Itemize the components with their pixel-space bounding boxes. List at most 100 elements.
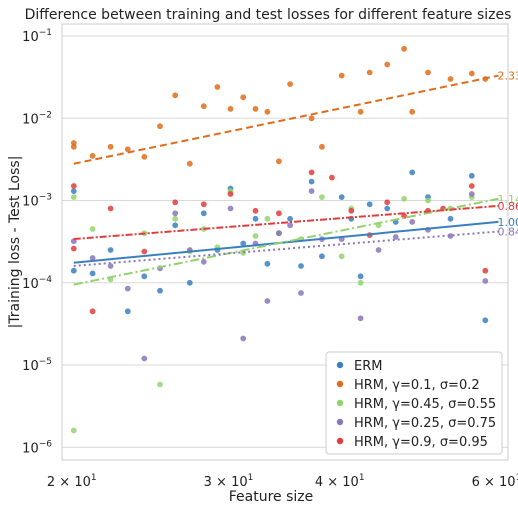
tick-exponent: −1: [39, 28, 52, 38]
fit-line: [73, 74, 499, 165]
data-point: [107, 247, 114, 253]
data-point: [468, 70, 475, 77]
data-point: [447, 76, 454, 82]
fit-line: [73, 204, 499, 241]
data-point: [186, 279, 193, 286]
legend-label: HRM, γ=0.9, σ=0.95: [354, 435, 488, 450]
y-tick-label: 10−1: [22, 28, 52, 45]
data-point: [240, 335, 247, 342]
data-point: [329, 174, 335, 181]
x-tick-label: 6 × 101: [472, 473, 518, 490]
data-point: [264, 298, 271, 304]
data-point: [89, 308, 96, 315]
data-point: [172, 215, 179, 222]
tick-base: 10: [22, 277, 39, 292]
data-point: [89, 152, 96, 159]
data-point: [357, 108, 364, 115]
data-point: [401, 45, 407, 52]
data-point: [124, 285, 131, 292]
legend-marker: [336, 380, 344, 388]
data-point: [338, 72, 345, 79]
tick-exponent: −4: [39, 275, 53, 285]
legend: ERM HRM, γ=0.1, σ=0.2 HRM, γ=0.45, σ=0.55 H…: [325, 351, 503, 455]
y-tick-label: 10−3: [22, 193, 52, 210]
data-point: [107, 263, 114, 269]
tick-base: 10: [22, 30, 39, 45]
data-point: [308, 169, 315, 176]
data-point: [264, 215, 271, 222]
legend-label: ERM: [354, 359, 382, 374]
fit-lines: [73, 74, 499, 286]
data-point: [172, 222, 179, 229]
data-point: [227, 205, 234, 212]
data-point: [200, 201, 207, 208]
data-points: [70, 45, 489, 434]
tick-base: 6 × 10: [472, 475, 516, 490]
legend-marker: [336, 399, 344, 407]
grid: [62, 35, 508, 448]
data-point: [240, 94, 247, 101]
data-point: [200, 210, 207, 217]
x-tick-label: 2 × 101: [47, 473, 97, 490]
data-point: [319, 143, 325, 150]
data-point: [240, 240, 247, 247]
legend-box: [325, 351, 503, 455]
y-tick-label: 10−4: [22, 275, 52, 292]
tick-base: 4 × 10: [315, 475, 359, 490]
data-point: [70, 183, 77, 189]
tick-base: 10: [22, 359, 39, 374]
data-point: [70, 245, 77, 252]
data-point: [107, 143, 114, 150]
y-tick-label: 10−5: [22, 357, 52, 374]
data-point: [124, 146, 131, 153]
data-point: [298, 263, 304, 269]
data-point: [276, 210, 282, 217]
data-point: [107, 205, 114, 212]
data-point: [89, 255, 96, 261]
data-point: [482, 267, 489, 274]
data-point: [392, 234, 399, 240]
tick-exponent: −6: [39, 439, 53, 449]
legend-label: HRM, γ=0.25, σ=0.75: [354, 416, 496, 431]
tick-exponent: 1: [91, 473, 97, 483]
data-point: [172, 210, 179, 217]
data-point: [141, 248, 148, 255]
tick-exponent: −2: [39, 110, 52, 120]
y-tick-label: 10−6: [22, 439, 52, 456]
data-point: [287, 215, 293, 222]
data-point: [298, 290, 304, 296]
tick-exponent: 1: [248, 473, 254, 483]
data-point: [141, 273, 148, 280]
tick-exponent: 1: [516, 473, 518, 483]
data-point: [319, 253, 325, 260]
tick-base: 2 × 10: [47, 475, 91, 490]
data-point: [468, 172, 475, 179]
legend-marker: [336, 418, 344, 426]
data-point: [401, 195, 407, 202]
data-point: [89, 270, 96, 277]
data-point: [357, 279, 364, 286]
data-point: [264, 108, 271, 115]
data-point: [409, 219, 416, 225]
data-point: [200, 258, 207, 265]
data-point: [348, 207, 355, 214]
x-tick-label: 3 × 101: [204, 473, 254, 490]
fit-line: [73, 230, 499, 267]
data-point: [186, 160, 193, 167]
data-point: [172, 199, 179, 206]
fit-line: [73, 197, 499, 286]
legend-marker: [336, 437, 344, 445]
tick-exponent: −5: [39, 357, 52, 367]
legend-label: HRM, γ=0.1, σ=0.2: [354, 378, 480, 393]
data-point: [338, 194, 345, 201]
data-point: [252, 233, 259, 239]
data-point: [468, 183, 475, 189]
data-point: [157, 381, 163, 388]
data-point: [252, 215, 259, 222]
data-point: [319, 194, 325, 201]
data-point: [227, 191, 234, 197]
data-point: [70, 140, 77, 146]
data-point: [276, 158, 282, 165]
data-point: [276, 230, 282, 237]
